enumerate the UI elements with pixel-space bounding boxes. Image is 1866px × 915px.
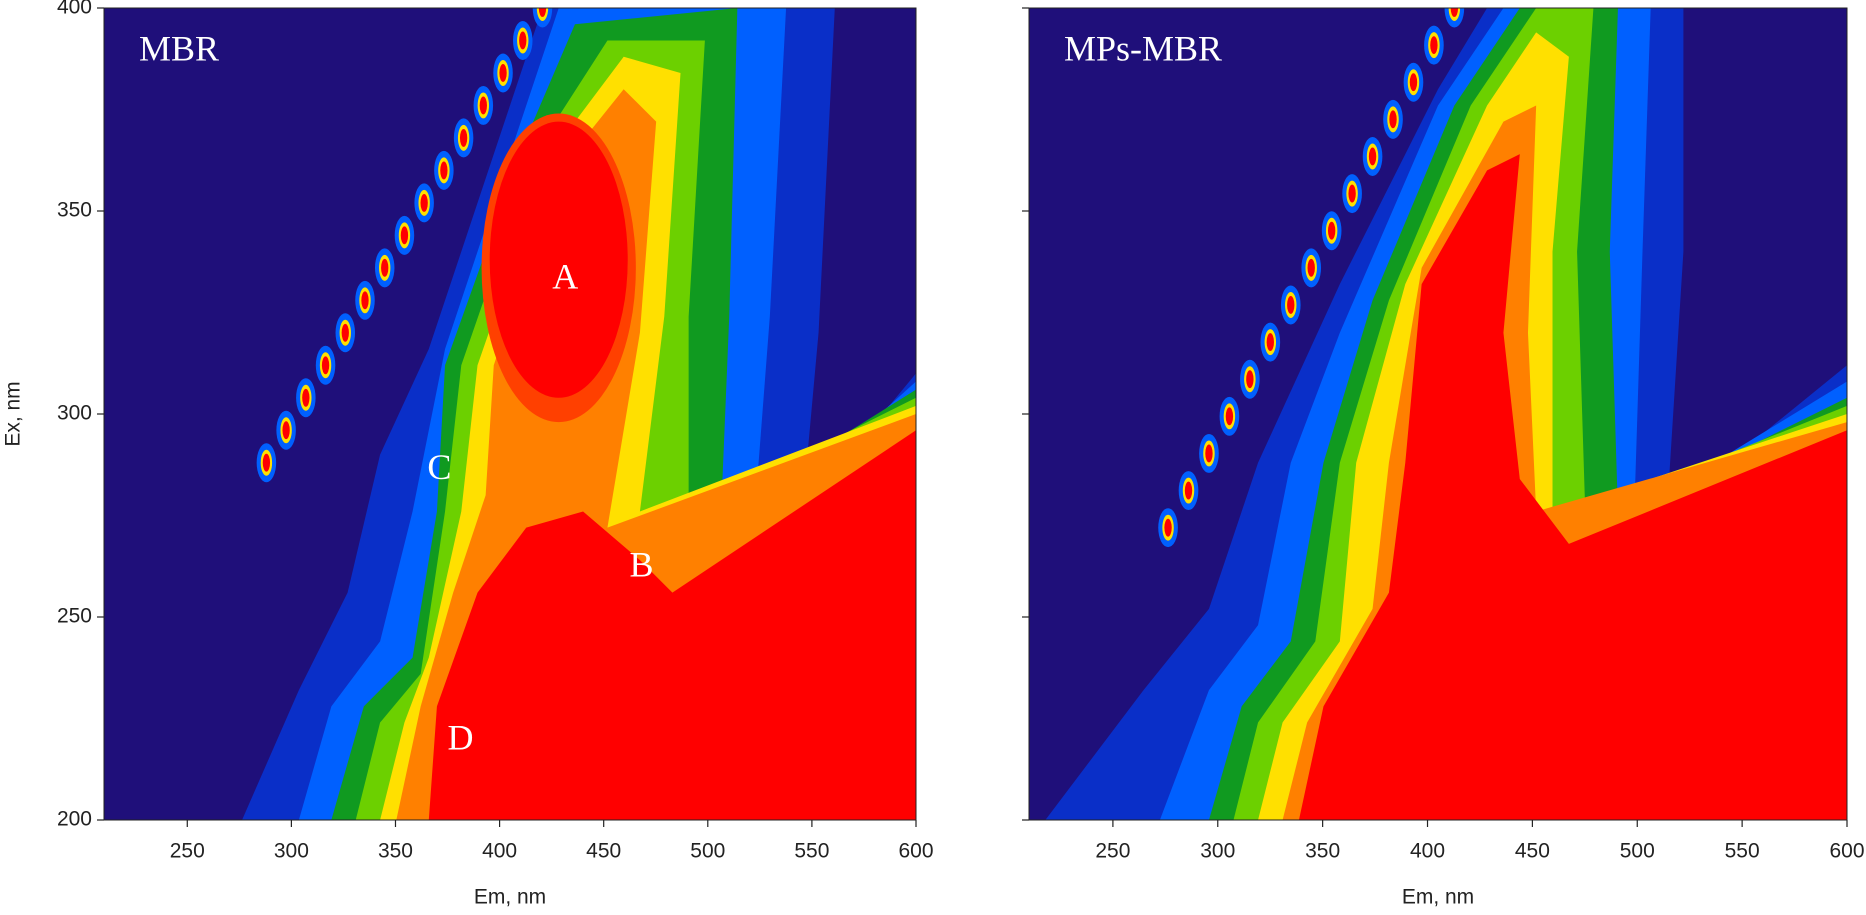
scatter-band bbox=[1348, 184, 1356, 203]
x-tick-label: 350 bbox=[378, 840, 413, 863]
scatter-band bbox=[321, 356, 330, 375]
scatter-band bbox=[341, 323, 349, 342]
x-tick-label: 600 bbox=[1829, 840, 1864, 863]
scatter-band bbox=[361, 291, 369, 310]
contour-layers bbox=[104, 8, 916, 820]
scatter-band bbox=[302, 388, 310, 407]
x-tick-label: 250 bbox=[170, 840, 205, 863]
x-axis-label: Em, nm bbox=[1402, 886, 1474, 909]
x-tick-label: 400 bbox=[482, 840, 517, 863]
scatter-band bbox=[1430, 36, 1438, 55]
x-tick-label: 450 bbox=[586, 840, 621, 863]
scatter-band bbox=[1225, 407, 1234, 426]
scatter-band bbox=[1368, 147, 1377, 166]
x-tick-label: 500 bbox=[1620, 840, 1655, 863]
x-tick-label: 450 bbox=[1515, 840, 1550, 863]
y-tick-label: 250 bbox=[57, 605, 92, 628]
scatter-band bbox=[1307, 258, 1315, 277]
y-tick-label: 300 bbox=[57, 402, 92, 425]
scatter-band bbox=[381, 258, 389, 277]
scatter-band bbox=[1327, 221, 1336, 240]
scatter-band bbox=[440, 161, 448, 180]
y-tick-label: 400 bbox=[57, 0, 92, 19]
peak-label: A bbox=[552, 256, 578, 296]
x-tick-label: 550 bbox=[1725, 840, 1760, 863]
y-tick-label: 350 bbox=[57, 199, 92, 222]
scatter-band bbox=[1287, 296, 1295, 314]
peak-label: C bbox=[427, 447, 451, 487]
scatter-band bbox=[1450, 8, 1459, 17]
x-tick-label: 400 bbox=[1410, 840, 1445, 863]
x-tick-label: 350 bbox=[1305, 840, 1340, 863]
scatter-band bbox=[1266, 333, 1274, 352]
panel-title: MPs-MBR bbox=[1064, 28, 1222, 68]
scatter-band bbox=[1164, 518, 1172, 537]
x-tick-label: 300 bbox=[274, 840, 309, 863]
scatter-band bbox=[538, 8, 547, 17]
scatter-band bbox=[1409, 73, 1418, 92]
x-tick-label: 250 bbox=[1095, 840, 1130, 863]
x-tick-label: 600 bbox=[898, 840, 933, 863]
scatter-band bbox=[519, 31, 527, 50]
x-tick-label: 500 bbox=[690, 840, 725, 863]
y-axis-label: Ex, nm bbox=[2, 381, 25, 446]
x-tick-label: 550 bbox=[794, 840, 829, 863]
peak-label: D bbox=[447, 718, 473, 758]
peak-label: B bbox=[630, 545, 654, 585]
scatter-band bbox=[262, 453, 271, 472]
y-tick-label: 200 bbox=[57, 808, 92, 831]
scatter-band bbox=[282, 421, 290, 440]
scatter-band bbox=[499, 64, 507, 82]
scatter-band bbox=[1389, 110, 1397, 129]
scatter-band bbox=[479, 96, 487, 115]
panel-title: MBR bbox=[139, 28, 219, 68]
scatter-band bbox=[1205, 444, 1213, 463]
scatter-band bbox=[1184, 481, 1193, 500]
x-tick-label: 300 bbox=[1200, 840, 1235, 863]
contour-map bbox=[1029, 8, 1847, 820]
scatter-band bbox=[459, 128, 468, 147]
contour-layers bbox=[1029, 8, 1847, 820]
scatter-band bbox=[1246, 370, 1254, 389]
scatter-band bbox=[400, 226, 409, 245]
contour-map bbox=[104, 8, 916, 820]
scatter-band bbox=[420, 193, 428, 212]
x-axis-label: Em, nm bbox=[474, 886, 546, 909]
